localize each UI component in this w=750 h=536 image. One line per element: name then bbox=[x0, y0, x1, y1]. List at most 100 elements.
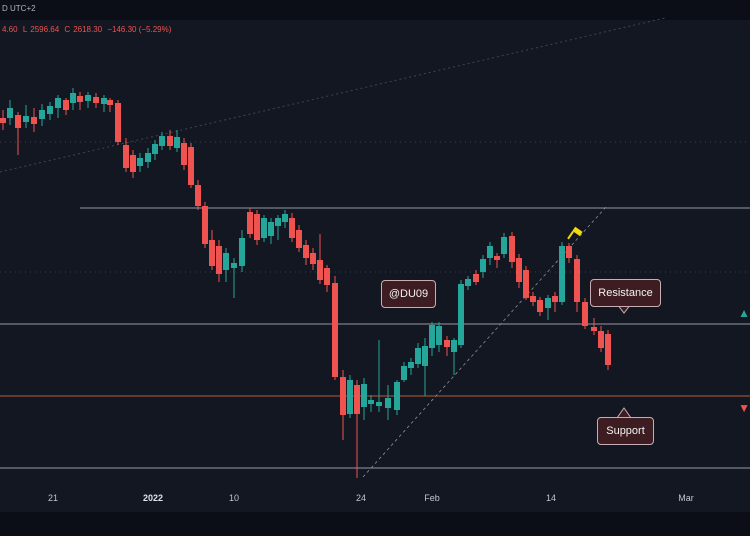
candle-up bbox=[101, 98, 107, 104]
candle-up bbox=[85, 95, 91, 101]
candle-down bbox=[354, 385, 360, 414]
upper-dotted-trendline[interactable] bbox=[0, 17, 666, 173]
support-label[interactable]: Support bbox=[597, 417, 654, 445]
time-axis[interactable]: 21 2022 10 24 Feb 14 Mar bbox=[0, 484, 750, 512]
candle-down bbox=[340, 377, 346, 415]
candle-down bbox=[123, 145, 129, 168]
bottom-toolbar bbox=[0, 512, 750, 536]
candle-up bbox=[408, 362, 414, 368]
candle-up bbox=[415, 348, 421, 364]
candle-up bbox=[47, 106, 53, 114]
ohlc-legend: 4.60 L 2596.64 C 2618.30 −146.30 (−5.29%) bbox=[2, 25, 174, 34]
candle-up bbox=[145, 153, 151, 162]
candle-up bbox=[429, 325, 435, 348]
resistance-label[interactable]: Resistance bbox=[590, 279, 661, 307]
candle-down bbox=[296, 230, 302, 248]
candle-up bbox=[23, 116, 29, 122]
candle-up bbox=[480, 259, 486, 272]
candle-down bbox=[202, 206, 208, 244]
candle-up bbox=[376, 402, 382, 406]
candle-down bbox=[115, 103, 121, 142]
candle-up bbox=[239, 238, 245, 266]
arrow-down-icon: ▼ bbox=[738, 401, 750, 415]
candle-up bbox=[70, 93, 76, 103]
symbol-label: D UTC+2 bbox=[2, 4, 36, 13]
candle-down bbox=[582, 302, 588, 326]
time-axis-label: 24 bbox=[355, 493, 367, 503]
ohlc-open: 4.60 bbox=[2, 25, 18, 34]
time-axis-label: 2022 bbox=[142, 493, 164, 503]
candle-down bbox=[303, 245, 309, 258]
candle-up bbox=[394, 382, 400, 410]
candle-up bbox=[465, 279, 471, 286]
candle-up bbox=[55, 98, 61, 108]
candle-up bbox=[275, 218, 281, 226]
candle-up bbox=[545, 298, 551, 308]
ohlc-low: 2596.64 bbox=[30, 25, 60, 34]
candle-down bbox=[310, 253, 316, 264]
candle-down bbox=[188, 147, 194, 185]
ohlc-close-label: C bbox=[64, 25, 71, 34]
candle-down bbox=[130, 155, 136, 172]
candle-down bbox=[324, 268, 330, 285]
candle-up bbox=[39, 110, 45, 119]
candle-down bbox=[254, 214, 260, 240]
time-axis-label: 10 bbox=[228, 493, 240, 503]
candle-up bbox=[137, 158, 143, 166]
candle-down bbox=[15, 115, 21, 128]
candle-down bbox=[516, 258, 522, 282]
ohlc-low-label: L bbox=[22, 25, 28, 34]
candle-up bbox=[458, 284, 464, 345]
candle-up bbox=[436, 326, 442, 345]
candle-down bbox=[530, 296, 536, 302]
candle-down bbox=[523, 270, 529, 298]
candle-down bbox=[509, 236, 515, 262]
candle-up bbox=[282, 214, 288, 222]
candle-up bbox=[347, 380, 353, 414]
candle-down bbox=[289, 218, 295, 238]
candle-down bbox=[31, 117, 37, 124]
candle-down bbox=[494, 256, 500, 260]
time-axis-label: 21 bbox=[47, 493, 59, 503]
candle-down bbox=[317, 260, 323, 280]
time-axis-label: 14 bbox=[545, 493, 557, 503]
candle-down bbox=[195, 185, 201, 206]
candle-down bbox=[552, 296, 558, 302]
candlestick-series bbox=[0, 88, 611, 478]
candle-up bbox=[501, 237, 507, 254]
candle-up bbox=[451, 340, 457, 352]
candle-down bbox=[77, 96, 83, 102]
candle-up bbox=[223, 253, 229, 270]
candle-down bbox=[591, 327, 597, 331]
candle-down bbox=[537, 300, 543, 312]
candle-up bbox=[7, 108, 13, 118]
candle-down bbox=[167, 136, 173, 146]
candle-down bbox=[209, 240, 215, 266]
candle-down bbox=[63, 100, 69, 110]
candle-up bbox=[559, 246, 565, 302]
candle-up bbox=[159, 136, 165, 146]
candle-up bbox=[385, 398, 391, 408]
rising-trendline[interactable] bbox=[362, 206, 607, 478]
arrow-up-icon: ▲ bbox=[738, 306, 750, 320]
ohlc-close: 2618.30 bbox=[73, 25, 103, 34]
candle-down bbox=[181, 143, 187, 165]
candle-down bbox=[107, 100, 113, 105]
candle-up bbox=[261, 218, 267, 238]
flag-marker-icon[interactable] bbox=[567, 226, 583, 244]
candle-down bbox=[0, 118, 6, 123]
ohlc-change: −146.30 (−5.29%) bbox=[107, 25, 172, 34]
candle-down bbox=[598, 331, 604, 348]
candle-up bbox=[268, 222, 274, 236]
candle-up bbox=[174, 137, 180, 148]
candle-down bbox=[566, 246, 572, 258]
candle-down bbox=[574, 259, 580, 302]
candle-down bbox=[216, 246, 222, 274]
candle-up bbox=[487, 246, 493, 258]
candle-down bbox=[93, 97, 99, 103]
candle-up bbox=[152, 144, 158, 154]
candle-down bbox=[332, 283, 338, 377]
candle-up bbox=[401, 366, 407, 380]
